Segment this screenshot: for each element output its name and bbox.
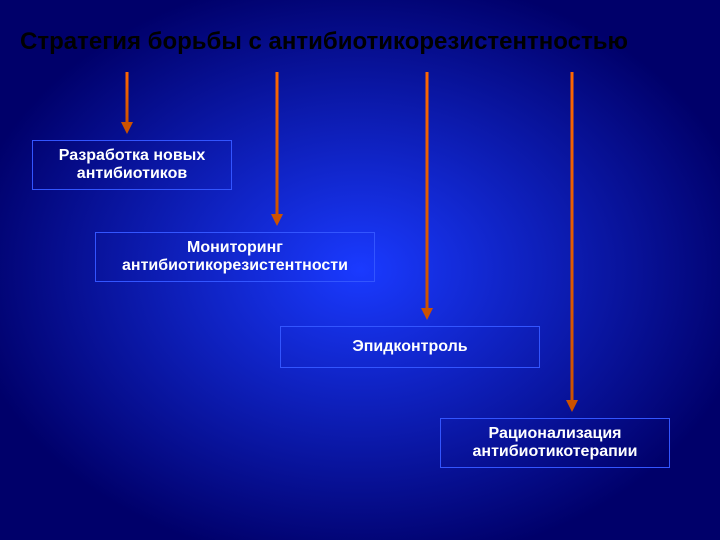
arrow-line-icon [126,72,129,124]
arrow-1 [120,72,134,134]
arrow-head-icon [121,122,133,134]
arrow-head-icon [566,400,578,412]
arrow-line-icon [276,72,279,216]
strategy-box-label: Рационализация антибиотикотерапии [451,425,659,461]
arrow-head-icon [421,308,433,320]
strategy-box-label: Эпидконтроль [352,338,467,356]
strategy-box-label: Разработка новых антибиотиков [43,147,221,183]
arrow-3 [420,72,434,320]
slide: Стратегия борьбы с антибиотикорезистентн… [0,0,720,540]
strategy-box-1: Разработка новых антибиотиков [32,140,232,190]
strategy-box-4: Рационализация антибиотикотерапии [440,418,670,468]
arrow-head-icon [271,214,283,226]
strategy-box-label: Мониторинг антибиотикорезистентности [106,239,364,275]
strategy-box-3: Эпидконтроль [280,326,540,368]
arrow-line-icon [426,72,429,310]
arrow-4 [565,72,579,412]
arrow-2 [270,72,284,226]
slide-title: Стратегия борьбы с антибиотикорезистентн… [20,28,628,56]
strategy-box-2: Мониторинг антибиотикорезистентности [95,232,375,282]
arrow-line-icon [571,72,574,402]
